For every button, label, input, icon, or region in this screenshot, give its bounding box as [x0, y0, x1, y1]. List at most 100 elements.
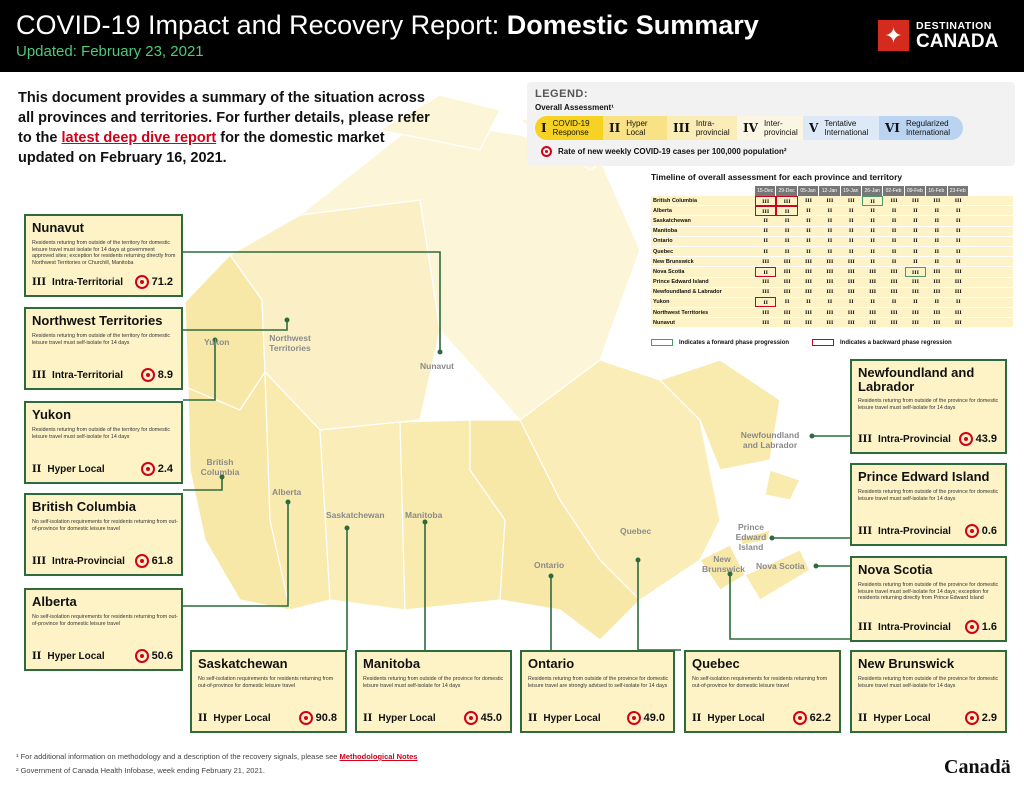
- card-manitoba[interactable]: Manitoba Residents returing from outside…: [355, 650, 512, 733]
- timeline-cell: III: [890, 319, 898, 326]
- methodological-notes-link[interactable]: Methodological Notes: [339, 752, 418, 761]
- timeline-cell: III: [804, 289, 812, 296]
- timeline-cell: III: [804, 309, 812, 316]
- card-pei[interactable]: Prince Edward Island Residents returing …: [850, 463, 1007, 546]
- timeline-cell: III: [804, 268, 812, 275]
- timeline-date-header: 29-Dec: [776, 186, 798, 196]
- deep-dive-report-link[interactable]: latest deep dive report: [61, 130, 217, 146]
- timeline-cell: III: [762, 309, 770, 316]
- map-label-yukon: Yukon: [204, 337, 230, 347]
- timeline-cell: II: [891, 217, 897, 224]
- timeline-cell: II: [891, 228, 897, 235]
- footnote-2: ² Government of Canada Health Infobase, …: [16, 766, 265, 775]
- destination-canada-logo[interactable]: ✦ DESTINATION CANADA: [878, 18, 1008, 54]
- card-nunavut[interactable]: Nunavut Residents returing from outside …: [24, 214, 183, 297]
- timeline-cell: II: [755, 297, 777, 308]
- timeline-cell: III: [783, 319, 791, 326]
- virus-icon: [792, 711, 807, 725]
- phase-4-chip: IV Inter-provincial: [737, 116, 803, 140]
- virus-icon: [134, 554, 149, 568]
- card-new-brunswick[interactable]: New Brunswick Residents returing from ou…: [850, 650, 1007, 733]
- timeline-table: 15-Dec 29-Dec 05-Jan 12-Jan 19-Jan 26-Jan 02-F…: [651, 186, 1013, 329]
- map-label-nl: Newfoundland and Labrador: [740, 430, 800, 450]
- card-nwt[interactable]: Northwest Territories Residents returing…: [24, 307, 183, 390]
- card-yukon[interactable]: Yukon Residents returing from outside of…: [24, 401, 183, 484]
- legend-rate: Rate of new weekly COVID-19 cases per 10…: [541, 146, 787, 157]
- timeline-cell: III: [762, 289, 770, 296]
- timeline-cell: II: [870, 258, 875, 265]
- timeline-cell: II: [891, 238, 897, 245]
- timeline-cell: II: [891, 248, 897, 255]
- timeline-cell: III: [783, 258, 791, 265]
- card-ontario[interactable]: Ontario Residents returing from outside …: [520, 650, 675, 733]
- timeline-cell: II: [763, 217, 769, 224]
- timeline-cell: III: [776, 195, 798, 206]
- timeline-cell: II: [776, 205, 798, 216]
- timeline-date-header: 23-Feb: [947, 186, 969, 196]
- timeline-cell: II: [955, 248, 961, 255]
- timeline-cell: II: [848, 228, 854, 235]
- virus-icon: [140, 368, 155, 382]
- timeline-cell: III: [954, 279, 962, 286]
- legend-subtitle: Overall Assessment¹: [535, 103, 614, 112]
- map-label-nwt: Northwest Territories: [269, 333, 311, 353]
- timeline-province: Northwest Territories: [653, 309, 709, 316]
- timeline-cell: III: [954, 268, 962, 275]
- map-label-nb: New Brunswick: [702, 554, 745, 574]
- timeline-cell: II: [955, 228, 961, 235]
- timeline-cell: III: [847, 309, 855, 316]
- timeline-cell: III: [847, 289, 855, 296]
- timeline-province: Newfoundland & Labrador: [653, 289, 722, 296]
- virus-icon: [298, 711, 313, 725]
- timeline-province: Nova Scotia: [653, 268, 685, 275]
- card-bc[interactable]: British Columbia No self-isolation requi…: [24, 493, 183, 576]
- timeline-cell: II: [827, 299, 833, 306]
- card-newfoundland[interactable]: Newfoundland and Labrador Residents retu…: [850, 359, 1007, 454]
- timeline-cell: III: [890, 309, 898, 316]
- timeline-cell: III: [783, 309, 791, 316]
- timeline-cell: II: [806, 238, 811, 245]
- timeline-cell: II: [891, 299, 897, 306]
- timeline-cell: II: [784, 228, 790, 235]
- updated-date: Updated: February 23, 2021: [16, 43, 204, 60]
- timeline-cell: III: [911, 279, 919, 286]
- timeline-cell: II: [784, 217, 790, 224]
- timeline-cell: II: [891, 207, 897, 214]
- timeline-cell: III: [847, 197, 855, 204]
- map-label-quebec: Quebec: [620, 526, 652, 536]
- timeline-cell: II: [913, 228, 918, 235]
- card-nova-scotia[interactable]: Nova Scotia Residents returing from outs…: [850, 556, 1007, 642]
- timeline-cell: III: [755, 195, 777, 206]
- timeline-cell: II: [763, 228, 769, 235]
- timeline-cell: III: [933, 268, 941, 275]
- phase-3-chip: III Intra-provincial: [667, 116, 737, 140]
- timeline-cell: II: [806, 299, 811, 306]
- timeline-cell: II: [934, 217, 940, 224]
- map-label-ontario: Ontario: [534, 560, 565, 570]
- header-bar: COVID-19 Impact and Recovery Report: Dom…: [0, 0, 1024, 72]
- timeline-cell: III: [869, 268, 877, 275]
- timeline-cell: II: [848, 248, 854, 255]
- card-quebec[interactable]: Quebec No self-isolation requirements fo…: [684, 650, 841, 733]
- timeline-cell: III: [911, 289, 919, 296]
- virus-icon: [134, 275, 149, 289]
- timeline-cell: II: [955, 217, 961, 224]
- timeline-cell: III: [869, 319, 877, 326]
- card-saskatchewan[interactable]: Saskatchewan No self-isolation requireme…: [190, 650, 347, 733]
- timeline-cell: III: [826, 289, 834, 296]
- timeline-cell: III: [911, 197, 919, 204]
- virus-icon: [964, 711, 979, 725]
- timeline-cell: III: [804, 197, 812, 204]
- timeline-cell: II: [870, 228, 875, 235]
- timeline-cell: II: [806, 248, 811, 255]
- card-alberta[interactable]: Alberta No self-isolation requirements f…: [24, 588, 183, 671]
- phase-2-chip: II Hyper Local: [603, 116, 667, 140]
- intro-paragraph: This document provides a summary of the …: [18, 90, 430, 166]
- virus-icon: [958, 432, 973, 446]
- timeline-cell: III: [954, 319, 962, 326]
- timeline-cell: II: [870, 238, 875, 245]
- timeline-row: Nunavut III III III III III III III III III III: [651, 318, 1013, 329]
- timeline-row: Saskatchewan II II II II II II II II II II: [651, 216, 1013, 227]
